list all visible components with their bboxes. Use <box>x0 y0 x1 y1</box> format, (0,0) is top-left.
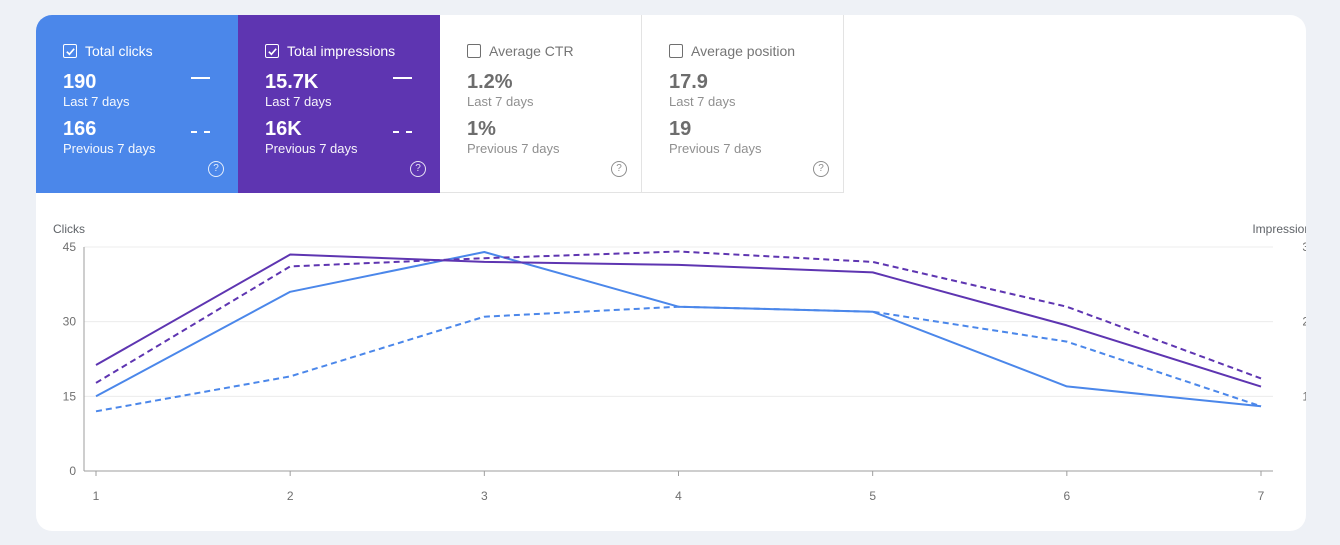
left-y-tick-label: 0 <box>69 464 76 478</box>
previous-period: Previous 7 days <box>63 141 156 156</box>
current-value: 15.7K <box>265 71 319 93</box>
dashed-line-legend-icon <box>191 131 210 133</box>
metric-cards: Total clicks 190 Last 7 days 166 Previou… <box>36 15 844 193</box>
right-y-tick-label: 1K <box>1302 389 1306 403</box>
card-label: Total impressions <box>287 43 396 59</box>
x-tick-label: 5 <box>869 489 876 503</box>
help-icon[interactable]: ? <box>813 161 829 177</box>
previous-value: 166 <box>63 118 97 140</box>
x-tick-label: 6 <box>1063 489 1070 503</box>
left-y-tick-label: 15 <box>63 389 77 403</box>
current-value: 1.2% <box>467 71 513 93</box>
x-tick-label: 4 <box>675 489 682 503</box>
x-tick-label: 7 <box>1258 489 1265 503</box>
previous-period: Previous 7 days <box>265 141 358 156</box>
right-y-tick-label: 2K <box>1302 315 1306 329</box>
x-tick-label: 3 <box>481 489 488 503</box>
card-header: Total impressions <box>265 41 440 61</box>
total-impressions-card[interactable]: Total impressions 15.7K Last 7 days 16K … <box>238 15 440 193</box>
total-clicks-checkbox[interactable] <box>63 44 77 58</box>
help-icon[interactable]: ? <box>208 161 224 177</box>
impressions-previous-line <box>95 250 1262 384</box>
help-icon[interactable]: ? <box>611 161 627 177</box>
left-y-tick-label: 45 <box>63 240 77 254</box>
checkmark-icon <box>267 47 277 55</box>
average-ctr-checkbox[interactable] <box>467 44 481 58</box>
total-impressions-checkbox[interactable] <box>265 44 279 58</box>
performance-panel: Total clicks 190 Last 7 days 166 Previou… <box>36 15 1306 531</box>
left-axis-title: Clicks <box>53 222 85 236</box>
x-tick-label: 1 <box>93 489 100 503</box>
previous-period: Previous 7 days <box>669 141 762 156</box>
card-label: Average CTR <box>489 43 574 59</box>
checkmark-icon <box>65 47 75 55</box>
clicks-last-line <box>95 251 1262 408</box>
card-header: Total clicks <box>63 41 238 61</box>
chart-series <box>95 250 1262 413</box>
current-value: 17.9 <box>669 71 708 93</box>
impressions-last-line <box>95 253 1262 388</box>
total-clicks-card[interactable]: Total clicks 190 Last 7 days 166 Previou… <box>36 15 238 193</box>
performance-chart[interactable]: Clicks Impressions 015304501K2K3K1234567 <box>36 15 1306 531</box>
average-ctr-card[interactable]: Average CTR 1.2% Last 7 days 1% Previous… <box>440 15 642 193</box>
current-period: Last 7 days <box>63 94 130 109</box>
card-label: Total clicks <box>85 43 153 59</box>
current-period: Last 7 days <box>669 94 736 109</box>
x-tick-label: 2 <box>287 489 294 503</box>
average-position-checkbox[interactable] <box>669 44 683 58</box>
right-axis-title: Impressions <box>1252 222 1306 236</box>
previous-period: Previous 7 days <box>467 141 560 156</box>
previous-value: 19 <box>669 118 692 140</box>
card-label: Average position <box>691 43 796 59</box>
clicks-previous-line <box>95 305 1262 413</box>
current-value: 190 <box>63 71 97 93</box>
current-period: Last 7 days <box>467 94 534 109</box>
card-header: Average CTR <box>467 41 641 61</box>
solid-line-legend-icon <box>191 77 210 79</box>
dashed-line-legend-icon <box>393 131 412 133</box>
chart-grid <box>83 246 1273 476</box>
solid-line-legend-icon <box>393 77 412 79</box>
help-icon[interactable]: ? <box>410 161 426 177</box>
average-position-card[interactable]: Average position 17.9 Last 7 days 19 Pre… <box>642 15 844 193</box>
chart-ticks: 015304501K2K3K1234567 <box>63 240 1306 503</box>
previous-value: 16K <box>265 118 302 140</box>
card-header: Average position <box>669 41 843 61</box>
current-period: Last 7 days <box>265 94 332 109</box>
right-y-tick-label: 3K <box>1302 240 1306 254</box>
left-y-tick-label: 30 <box>63 315 77 329</box>
previous-value: 1% <box>467 118 496 140</box>
